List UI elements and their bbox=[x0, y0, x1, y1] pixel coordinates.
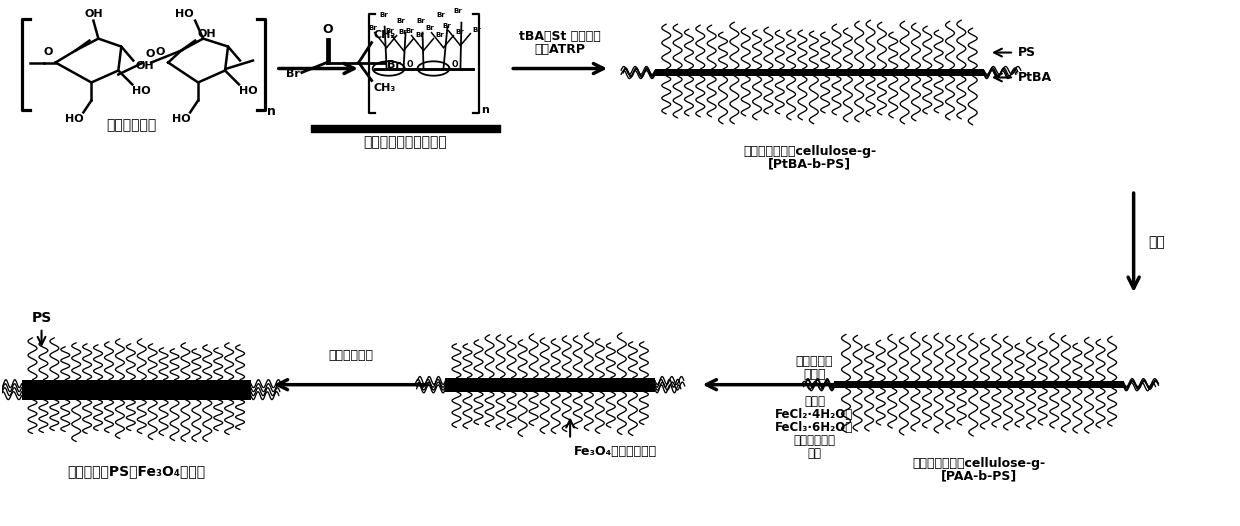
Bar bbox=[655, 69, 985, 76]
Text: O: O bbox=[407, 59, 413, 68]
Text: HO: HO bbox=[171, 114, 190, 124]
Bar bbox=[445, 378, 655, 392]
Text: [PAA-b-PS]: [PAA-b-PS] bbox=[941, 469, 1017, 482]
Bar bbox=[21, 380, 250, 400]
Text: CH₃: CH₃ bbox=[373, 29, 396, 39]
Text: Br: Br bbox=[453, 8, 461, 14]
Text: Br: Br bbox=[398, 28, 407, 35]
Text: Br: Br bbox=[455, 28, 464, 35]
Text: Br: Br bbox=[405, 27, 414, 34]
Text: 化合物: 化合物 bbox=[804, 394, 825, 408]
Text: HO: HO bbox=[133, 86, 151, 96]
Text: 联系ATRP: 联系ATRP bbox=[534, 43, 585, 56]
Text: Br: Br bbox=[286, 69, 300, 79]
Text: Br: Br bbox=[436, 12, 445, 18]
Text: 表面覆盖有PS的Fe₃O₄纳米棒: 表面覆盖有PS的Fe₃O₄纳米棒 bbox=[67, 464, 206, 479]
Text: Br: Br bbox=[386, 27, 394, 34]
Text: 前驱体化合物: 前驱体化合物 bbox=[794, 433, 836, 447]
Text: Br: Br bbox=[425, 25, 434, 31]
Text: HO: HO bbox=[239, 86, 258, 96]
Text: FeCl₂·4H₂O和: FeCl₂·4H₂O和 bbox=[775, 408, 853, 421]
Text: 体系: 体系 bbox=[807, 447, 821, 460]
Text: OH: OH bbox=[135, 60, 154, 70]
Text: OH: OH bbox=[197, 28, 216, 38]
Text: 晶体原位生长: 晶体原位生长 bbox=[329, 349, 373, 362]
Text: O: O bbox=[145, 48, 155, 58]
Text: Br: Br bbox=[379, 12, 388, 18]
Text: Fe₃O₄前驱体化合物: Fe₃O₄前驱体化合物 bbox=[574, 444, 657, 458]
Text: Br: Br bbox=[415, 32, 424, 37]
Text: FeCl₃·6H₂O为: FeCl₃·6H₂O为 bbox=[775, 421, 853, 433]
Text: 纤维素大分子: 纤维素大分子 bbox=[107, 118, 156, 133]
Text: HO: HO bbox=[64, 114, 83, 124]
Text: Br: Br bbox=[387, 59, 401, 69]
Text: 加入前驱体: 加入前驱体 bbox=[796, 355, 833, 368]
Text: Br: Br bbox=[368, 25, 377, 31]
Text: 化合物: 化合物 bbox=[804, 368, 826, 381]
Text: Br: Br bbox=[435, 32, 444, 37]
Text: 刷状模板共聚物cellulose-g-: 刷状模板共聚物cellulose-g- bbox=[913, 458, 1045, 470]
Text: HO: HO bbox=[175, 8, 193, 18]
Text: PtBA: PtBA bbox=[1018, 71, 1052, 84]
Text: PS: PS bbox=[1018, 46, 1037, 59]
Text: O: O bbox=[322, 23, 334, 36]
Text: [PtBA-b-PS]: [PtBA-b-PS] bbox=[768, 157, 851, 170]
Text: CH₃: CH₃ bbox=[373, 84, 396, 94]
Text: OH: OH bbox=[84, 8, 103, 18]
Text: PS: PS bbox=[31, 311, 52, 325]
Text: n: n bbox=[267, 105, 275, 118]
Text: O: O bbox=[451, 59, 458, 68]
Text: 刷状嵌段聚合物cellulose-g-: 刷状嵌段聚合物cellulose-g- bbox=[743, 145, 877, 158]
Text: 水解: 水解 bbox=[1148, 235, 1166, 249]
Text: O: O bbox=[156, 46, 165, 57]
Text: O: O bbox=[43, 46, 52, 57]
Text: tBA和St 二单体的: tBA和St 二单体的 bbox=[520, 29, 601, 43]
Bar bbox=[835, 381, 1123, 388]
Text: Br: Br bbox=[417, 18, 425, 24]
Text: Br: Br bbox=[472, 27, 481, 33]
Text: Br: Br bbox=[397, 18, 405, 24]
Text: Br: Br bbox=[443, 23, 451, 28]
Text: n: n bbox=[481, 105, 490, 115]
Text: 纤维素大分子基引发剂: 纤维素大分子基引发剂 bbox=[363, 135, 448, 149]
